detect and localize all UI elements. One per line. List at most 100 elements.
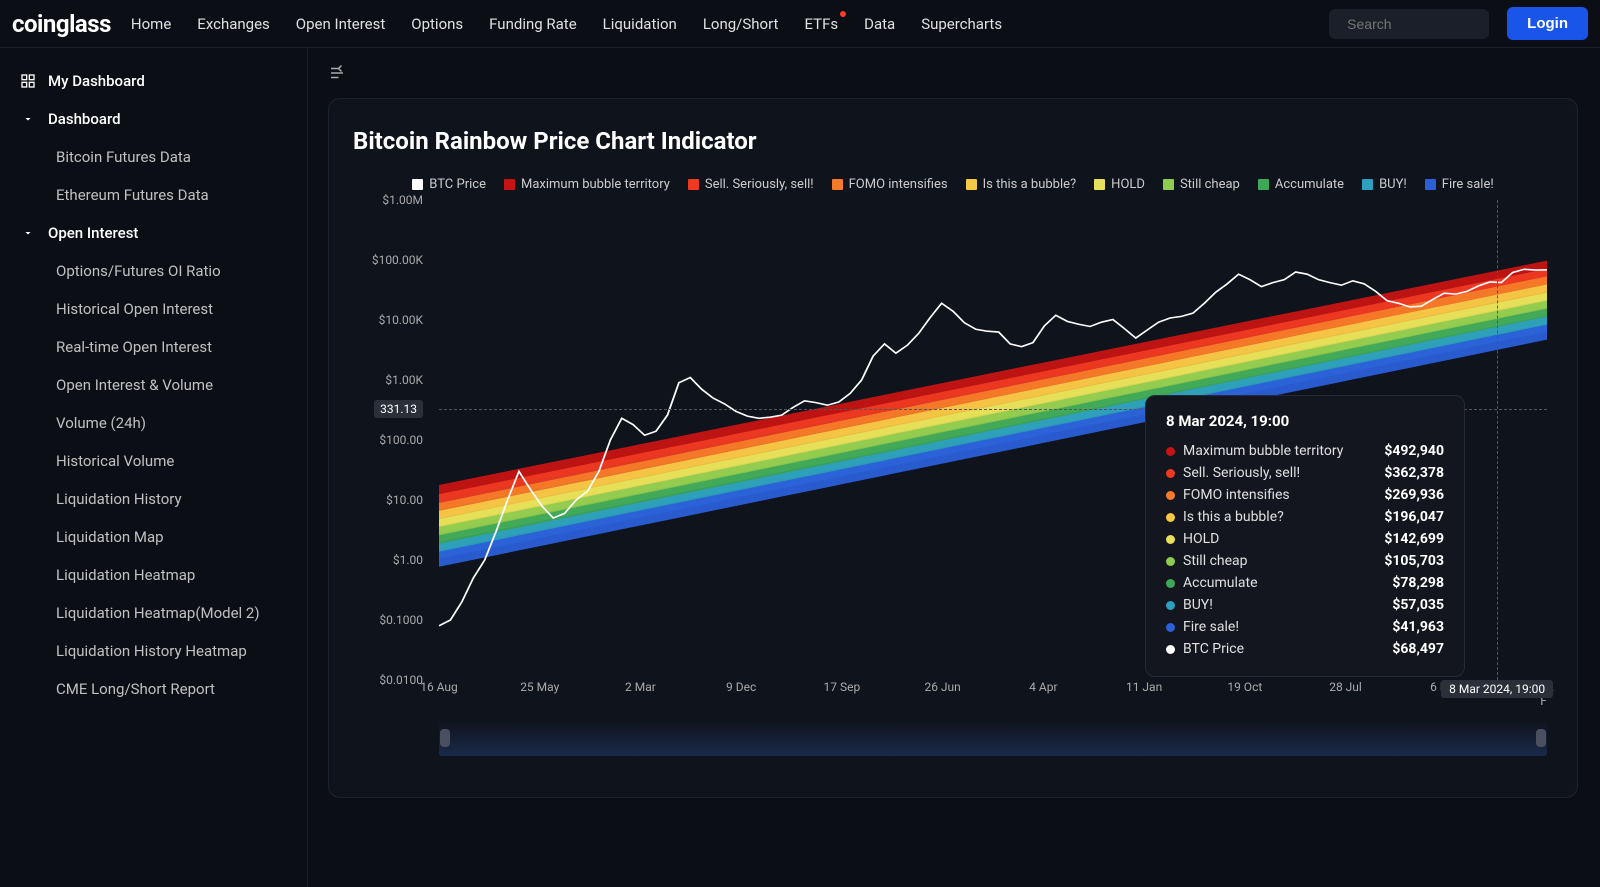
- legend-item[interactable]: Accumulate: [1258, 177, 1344, 192]
- tooltip-row: Still cheap$105,703: [1166, 550, 1444, 572]
- nav-item-long-short[interactable]: Long/Short: [703, 15, 779, 33]
- legend-item[interactable]: BTC Price: [412, 177, 486, 192]
- legend-item[interactable]: FOMO intensifies: [832, 177, 948, 192]
- chart-legend: BTC Price Maximum bubble territory Sell. S…: [353, 177, 1553, 192]
- y-axis-labels: $1.00M$100.00K$10.00K$1.00K$100.00$10.00…: [353, 200, 433, 680]
- main-content: Bitcoin Rainbow Price Chart Indicator BT…: [308, 48, 1600, 887]
- chart-title: Bitcoin Rainbow Price Chart Indicator: [353, 127, 1553, 155]
- crosshair-vertical: [1497, 200, 1498, 680]
- sidebar-item-options-futures-oi-ratio[interactable]: Options/Futures OI Ratio: [8, 252, 299, 290]
- tooltip-row: Accumulate$78,298: [1166, 572, 1444, 594]
- x-tick-label: 26 Jun: [924, 680, 960, 694]
- tooltip-row: Maximum bubble territory$492,940: [1166, 440, 1444, 462]
- nav-item-open-interest[interactable]: Open Interest: [296, 15, 385, 33]
- sidebar-item-liquidation-map[interactable]: Liquidation Map: [8, 518, 299, 556]
- sidebar-item-liquidation-history-heatmap[interactable]: Liquidation History Heatmap: [8, 632, 299, 670]
- y-tick-label: $1.00K: [385, 373, 423, 387]
- legend-item[interactable]: BUY!: [1362, 177, 1407, 192]
- sidebar-item-historical-open-interest[interactable]: Historical Open Interest: [8, 290, 299, 328]
- sidebar-item-cme-long-short-report[interactable]: CME Long/Short Report: [8, 670, 299, 708]
- y-tick-label: $1.00M: [382, 193, 423, 207]
- x-tick-label: 16 Aug: [420, 680, 458, 694]
- tooltip-dot: [1166, 601, 1175, 610]
- sidebar-item-liquidation-heatmap[interactable]: Liquidation Heatmap: [8, 556, 299, 594]
- sidebar: My Dashboard DashboardBitcoin Futures Da…: [0, 48, 308, 887]
- sidebar-item-liquidation-history[interactable]: Liquidation History: [8, 480, 299, 518]
- chart-tooltip: 8 Mar 2024, 19:00 Maximum bubble territo…: [1145, 395, 1465, 677]
- legend-item[interactable]: Fire sale!: [1425, 177, 1494, 192]
- tooltip-row: Fire sale!$41,963: [1166, 616, 1444, 638]
- x-tick-label: 11 Jan: [1126, 680, 1162, 694]
- tooltip-row: FOMO intensifies$269,936: [1166, 484, 1444, 506]
- sidebar-item-historical-volume[interactable]: Historical Volume: [8, 442, 299, 480]
- legend-item[interactable]: HOLD: [1094, 177, 1145, 192]
- legend-swatch: [1425, 179, 1436, 190]
- tooltip-row: BTC Price$68,497: [1166, 638, 1444, 660]
- tooltip-title: 8 Mar 2024, 19:00: [1166, 412, 1444, 430]
- legend-item[interactable]: Is this a bubble?: [966, 177, 1077, 192]
- tooltip-dot: [1166, 469, 1175, 478]
- crosshair-y-label: 331.13: [374, 400, 423, 418]
- x-tick-label: 4 Apr: [1029, 680, 1057, 694]
- collapse-sidebar-icon[interactable]: [328, 64, 1600, 86]
- chevron-down-icon: [18, 113, 38, 125]
- tooltip-dot: [1166, 513, 1175, 522]
- y-tick-label: $10.00K: [379, 313, 423, 327]
- sidebar-item-bitcoin-futures-data[interactable]: Bitcoin Futures Data: [8, 138, 299, 176]
- tooltip-dot: [1166, 623, 1175, 632]
- y-tick-label: $100.00: [379, 433, 423, 447]
- nav-item-etfs[interactable]: ETFs: [804, 15, 838, 33]
- x-tick-label: 9 Dec: [726, 680, 756, 694]
- tooltip-dot: [1166, 491, 1175, 500]
- y-tick-label: $0.1000: [379, 613, 423, 627]
- search-box[interactable]: /: [1329, 9, 1489, 39]
- top-nav: Home Exchanges Open Interest Options Funding…: [131, 15, 1329, 33]
- range-handle-left[interactable]: [440, 729, 450, 747]
- search-input[interactable]: [1347, 16, 1528, 32]
- range-handle-right[interactable]: [1536, 729, 1546, 747]
- nav-item-options[interactable]: Options: [411, 15, 463, 33]
- legend-swatch: [412, 179, 423, 190]
- login-button[interactable]: Login: [1507, 7, 1588, 40]
- legend-swatch: [504, 179, 515, 190]
- sidebar-section-open-interest[interactable]: Open Interest: [8, 214, 299, 252]
- sidebar-section-dashboard[interactable]: Dashboard: [8, 100, 299, 138]
- nav-item-data[interactable]: Data: [864, 15, 895, 33]
- nav-item-home[interactable]: Home: [131, 15, 171, 33]
- x-tick-label: 17 Sep: [824, 680, 861, 694]
- nav-item-liquidation[interactable]: Liquidation: [603, 15, 677, 33]
- y-tick-label: $1.00: [393, 553, 423, 567]
- sidebar-item-volume-24h-[interactable]: Volume (24h): [8, 404, 299, 442]
- tooltip-dot: [1166, 447, 1175, 456]
- legend-item[interactable]: Maximum bubble territory: [504, 177, 670, 192]
- nav-item-exchanges[interactable]: Exchanges: [197, 15, 270, 33]
- sidebar-item-label: My Dashboard: [48, 72, 145, 90]
- legend-item[interactable]: Still cheap: [1163, 177, 1240, 192]
- legend-swatch: [1362, 179, 1373, 190]
- sidebar-item-my-dashboard[interactable]: My Dashboard: [8, 62, 299, 100]
- logo[interactable]: coinglass: [12, 10, 111, 38]
- x-tick-label: 28 Jul: [1329, 680, 1362, 694]
- range-slider[interactable]: [439, 720, 1547, 756]
- x-tick-label: 19 Oct: [1227, 680, 1262, 694]
- chart-card: Bitcoin Rainbow Price Chart Indicator BT…: [328, 98, 1578, 798]
- x-tick-label: 2 Mar: [625, 680, 656, 694]
- nav-item-funding-rate[interactable]: Funding Rate: [489, 15, 576, 33]
- sidebar-item-liquidation-heatmap-model-2-[interactable]: Liquidation Heatmap(Model 2): [8, 594, 299, 632]
- dashboard-icon: [18, 73, 38, 89]
- tooltip-row: HOLD$142,699: [1166, 528, 1444, 550]
- legend-swatch: [1094, 179, 1105, 190]
- tooltip-dot: [1166, 557, 1175, 566]
- tooltip-row: Sell. Seriously, sell!$362,378: [1166, 462, 1444, 484]
- x-tick-label: 25 May: [520, 680, 559, 694]
- y-tick-label: $10.00: [386, 493, 423, 507]
- tooltip-dot: [1166, 579, 1175, 588]
- legend-swatch: [1258, 179, 1269, 190]
- sidebar-item-ethereum-futures-data[interactable]: Ethereum Futures Data: [8, 176, 299, 214]
- y-tick-label: $0.0100: [379, 673, 423, 687]
- nav-item-supercharts[interactable]: Supercharts: [921, 15, 1002, 33]
- legend-swatch: [688, 179, 699, 190]
- sidebar-item-real-time-open-interest[interactable]: Real-time Open Interest: [8, 328, 299, 366]
- sidebar-item-open-interest-volume[interactable]: Open Interest & Volume: [8, 366, 299, 404]
- legend-item[interactable]: Sell. Seriously, sell!: [688, 177, 814, 192]
